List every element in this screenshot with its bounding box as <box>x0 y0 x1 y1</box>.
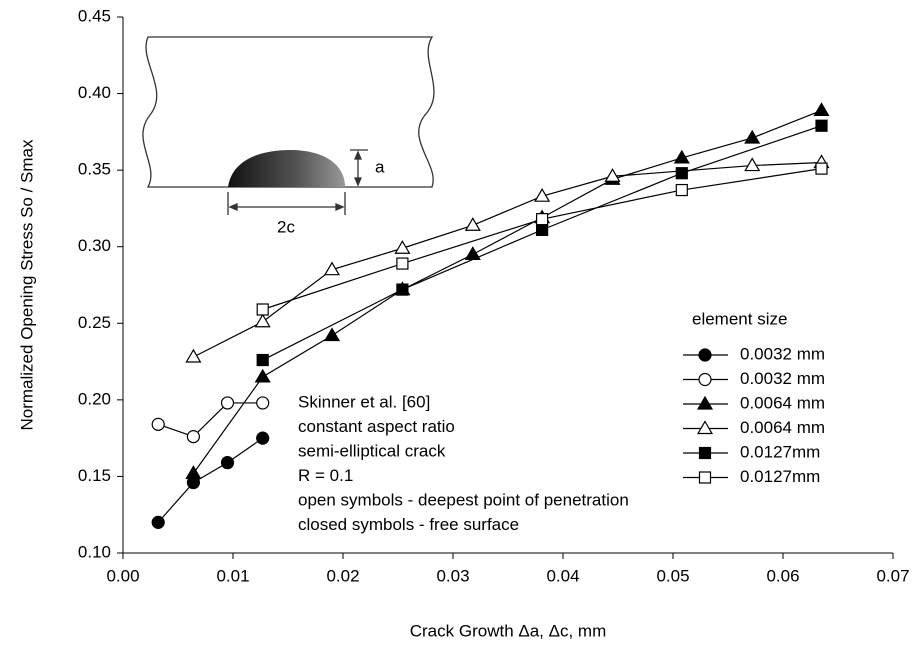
marker <box>396 283 409 296</box>
marker <box>151 515 165 529</box>
y-tick-label: 0.25 <box>78 313 111 332</box>
x-tick-label: 0.01 <box>216 566 249 585</box>
marker <box>256 431 270 445</box>
annotation: semi-elliptical crack <box>298 441 446 460</box>
marker <box>323 327 341 342</box>
marker <box>185 348 202 363</box>
marker <box>256 353 269 367</box>
marker <box>186 430 200 444</box>
annotation: closed symbols - free surface <box>298 515 519 534</box>
y-tick-label: 0.40 <box>78 83 111 102</box>
inset-label: 2c <box>277 217 295 236</box>
marker <box>254 368 271 383</box>
annotation: R = 0.1 <box>298 466 353 485</box>
marker <box>815 162 828 175</box>
legend-label: 0.0127mm <box>740 467 820 486</box>
marker <box>744 157 761 172</box>
y-axis-title: Normalized Opening Stress So / Smax <box>17 139 36 431</box>
x-tick-label: 0.02 <box>326 566 359 585</box>
x-tick-label: 0.00 <box>106 566 139 585</box>
marker <box>254 313 271 328</box>
x-axis-title: Crack Growth Δa, Δc, mm <box>410 621 607 640</box>
marker <box>151 417 165 431</box>
inset-diagram <box>142 36 435 215</box>
legend-marker <box>696 420 714 435</box>
legend-marker <box>698 348 712 362</box>
x-tick-label: 0.03 <box>436 566 469 585</box>
x-tick-label: 0.04 <box>546 566 579 585</box>
marker <box>673 149 690 164</box>
marker <box>675 183 688 197</box>
legend-label: 0.0064 mm <box>740 418 825 437</box>
legend-marker <box>696 395 714 410</box>
legend-marker <box>698 471 712 484</box>
marker <box>256 303 269 316</box>
series-line <box>192 109 822 474</box>
annotation: open symbols - deepest point of penetrat… <box>298 490 629 509</box>
series-line <box>158 402 263 438</box>
marker <box>323 261 341 276</box>
marker <box>604 168 621 182</box>
annotation: constant aspect ratio <box>298 417 455 436</box>
marker <box>534 187 551 202</box>
legend-marker <box>698 446 712 460</box>
marker <box>256 396 270 410</box>
x-tick-label: 0.07 <box>876 566 909 585</box>
marker <box>813 102 830 117</box>
y-tick-label: 0.15 <box>78 466 111 485</box>
marker <box>675 167 688 180</box>
inset-label: a <box>375 157 385 176</box>
legend-label: 0.0032 mm <box>740 344 825 363</box>
y-tick-label: 0.20 <box>78 389 111 408</box>
marker <box>220 456 235 470</box>
legend-label: 0.0064 mm <box>740 393 825 412</box>
y-tick-label: 0.45 <box>78 6 111 25</box>
legend-title: element size <box>692 309 787 328</box>
marker <box>535 213 549 226</box>
marker <box>535 223 549 236</box>
marker <box>396 257 409 270</box>
marker <box>464 217 481 231</box>
marker <box>220 396 235 410</box>
marker <box>815 119 828 132</box>
legend-label: 0.0032 mm <box>740 369 825 388</box>
legend-label: 0.0127mm <box>740 442 820 461</box>
x-tick-label: 0.05 <box>656 566 689 585</box>
legend-marker <box>698 372 712 387</box>
x-tick-label: 0.06 <box>766 566 799 585</box>
y-tick-label: 0.10 <box>78 542 111 561</box>
series-line <box>157 437 264 523</box>
annotation: Skinner et al. [60] <box>298 392 430 411</box>
marker <box>744 129 761 144</box>
marker <box>394 240 411 254</box>
y-tick-label: 0.30 <box>78 236 111 255</box>
y-tick-label: 0.35 <box>78 160 111 179</box>
marker <box>185 465 202 479</box>
